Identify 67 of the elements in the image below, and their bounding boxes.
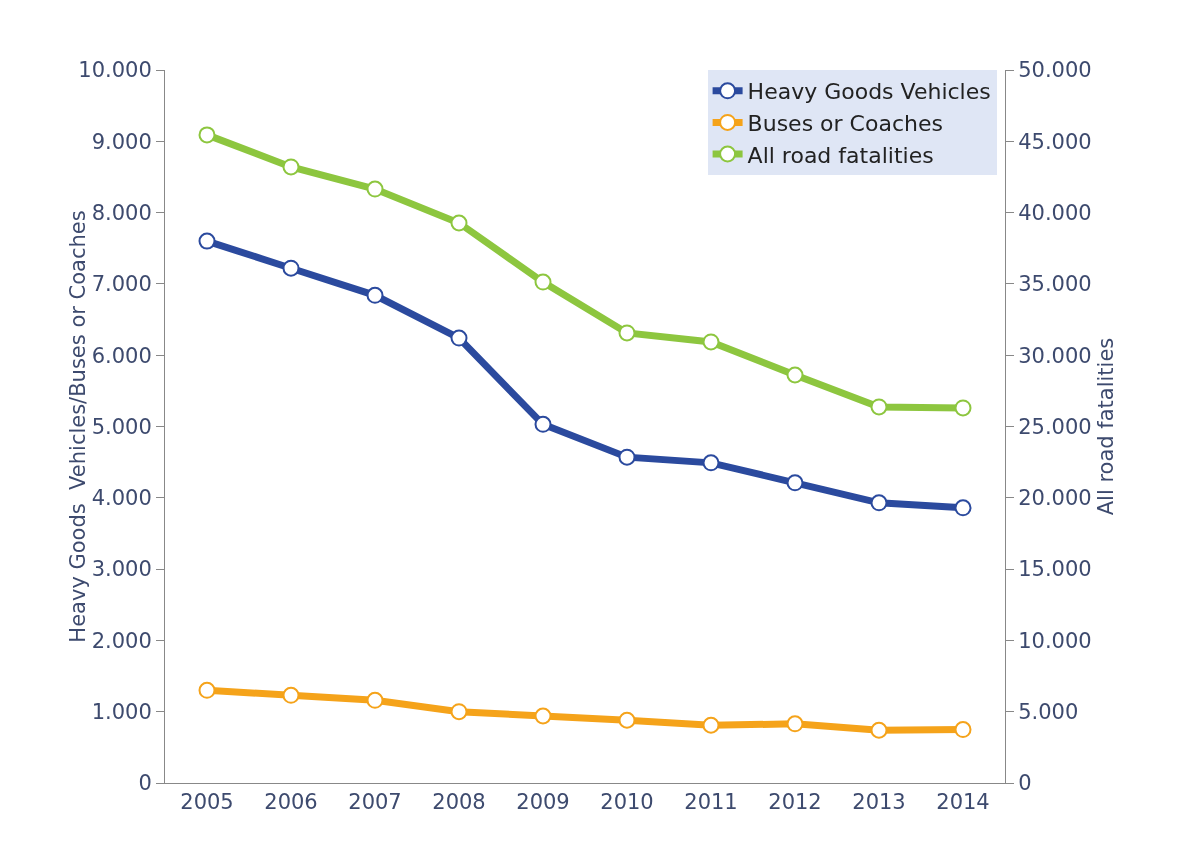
point bbox=[618, 448, 636, 466]
y-tick-label: 2.000 bbox=[91, 628, 152, 653]
x-tick-label: 2008 bbox=[432, 790, 486, 815]
y2-tick-label: 50.000 bbox=[1018, 58, 1092, 83]
y2-tick-label: 25.000 bbox=[1018, 414, 1092, 439]
y2-tick-label: 40.000 bbox=[1018, 200, 1092, 225]
point bbox=[198, 232, 216, 250]
y2-tick-label: 5.000 bbox=[1018, 700, 1079, 725]
point bbox=[450, 703, 468, 721]
y2-tick-label: 35.000 bbox=[1018, 272, 1092, 297]
y2-tick-label: 0 bbox=[1018, 771, 1032, 796]
y2-tick-label: 30.000 bbox=[1018, 343, 1092, 368]
y2-tick-label: 20.000 bbox=[1018, 486, 1092, 511]
point bbox=[366, 286, 384, 304]
x-tick-label: 2009 bbox=[516, 790, 570, 815]
point bbox=[450, 214, 468, 232]
point bbox=[954, 721, 972, 739]
y-tick-label: 4.000 bbox=[91, 486, 152, 511]
y-tick-label: 7.000 bbox=[91, 272, 152, 297]
x-tick-label: 2013 bbox=[852, 790, 906, 815]
x-tick-label: 2012 bbox=[768, 790, 822, 815]
x-tick-label: 2006 bbox=[264, 790, 318, 815]
point bbox=[282, 158, 300, 176]
y-tick-label: 9.000 bbox=[91, 129, 152, 154]
point bbox=[198, 681, 216, 699]
point bbox=[618, 711, 636, 729]
y-tick-label: 3.000 bbox=[91, 557, 152, 582]
legend-label: Heavy Goods Vehicles bbox=[747, 79, 991, 105]
point bbox=[870, 398, 888, 416]
point bbox=[870, 494, 888, 512]
point bbox=[618, 324, 636, 342]
y2-tick-label: 10.000 bbox=[1018, 628, 1092, 653]
y-tick-label: 6.000 bbox=[91, 343, 152, 368]
point bbox=[198, 126, 216, 144]
y2-tick-label: 15.000 bbox=[1018, 557, 1092, 582]
legend-label: All road fatalities bbox=[747, 142, 934, 168]
point bbox=[366, 180, 384, 198]
x-tick-label: 2011 bbox=[684, 790, 738, 815]
y-tick-label: 8.000 bbox=[91, 200, 152, 225]
point bbox=[534, 415, 552, 433]
y2-axis-title: All road fatalities bbox=[1093, 337, 1118, 516]
point bbox=[282, 259, 300, 277]
point bbox=[786, 715, 804, 733]
point bbox=[534, 707, 552, 725]
point bbox=[282, 686, 300, 704]
y-tick-label: 0 bbox=[138, 771, 152, 796]
x-tick-label: 2010 bbox=[600, 790, 654, 815]
point bbox=[786, 474, 804, 492]
point bbox=[366, 691, 384, 709]
x-tick-label: 2014 bbox=[936, 790, 990, 815]
legend-label: Buses or Coaches bbox=[747, 110, 943, 136]
y-axis-title: Heavy Goods Vehicles/Buses or Coaches bbox=[65, 210, 90, 643]
point bbox=[702, 333, 720, 351]
y-tick-label: 5.000 bbox=[91, 414, 152, 439]
point bbox=[786, 366, 804, 384]
x-tick-label: 2007 bbox=[348, 790, 402, 815]
x-tick-label: 2005 bbox=[180, 790, 234, 815]
point bbox=[954, 499, 972, 517]
point bbox=[702, 716, 720, 734]
y-tick-label: 10.000 bbox=[78, 58, 152, 83]
y-tick-label: 1.000 bbox=[91, 700, 152, 725]
point bbox=[870, 721, 888, 739]
point bbox=[954, 399, 972, 417]
point bbox=[702, 454, 720, 472]
y2-tick-label: 45.000 bbox=[1018, 129, 1092, 154]
point bbox=[450, 329, 468, 347]
point bbox=[534, 273, 552, 291]
